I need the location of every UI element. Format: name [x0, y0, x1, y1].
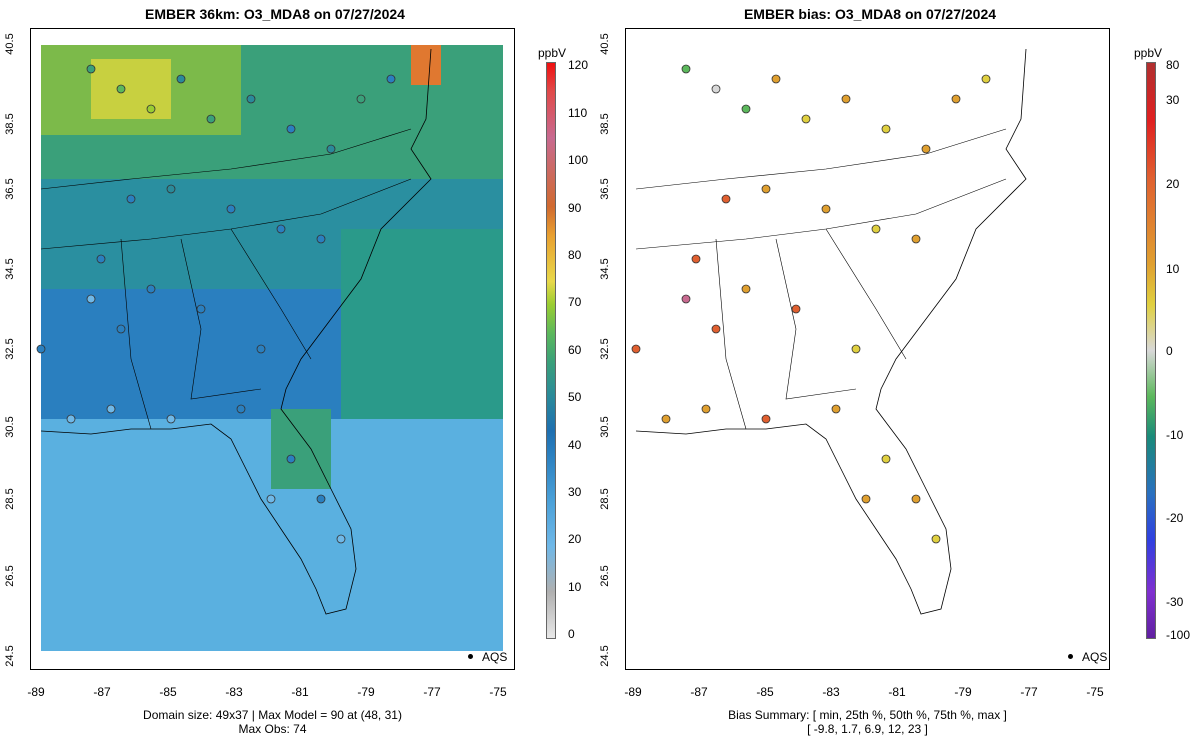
monitor-dots: [36, 64, 396, 544]
colorbar-label: 0: [1166, 344, 1173, 358]
ytick: 24.5: [599, 645, 611, 667]
ytick: 34.5: [599, 258, 611, 280]
colorbar-label: 80: [568, 248, 582, 262]
colorbar-label: 50: [568, 390, 582, 404]
right-map: [631, 48, 1027, 615]
state-border: [40, 128, 412, 190]
left-map-frame: [30, 28, 515, 670]
left-colorbar-unit: ppbV: [538, 46, 567, 60]
coastline: [40, 48, 432, 615]
xtick: -75: [1086, 685, 1104, 699]
ytick: 26.5: [599, 565, 611, 587]
xtick: -79: [954, 685, 972, 699]
colorbar-label: 40: [568, 438, 582, 452]
colorbar-label: -10: [1166, 428, 1184, 442]
xtick: -77: [423, 685, 441, 699]
xtick: -87: [690, 685, 708, 699]
left-aqs-label: AQS: [482, 650, 508, 664]
colorbar-label: 70: [568, 295, 582, 309]
ytick: 24.5: [4, 645, 16, 667]
ytick: 28.5: [4, 488, 16, 510]
state-border: [775, 238, 857, 400]
left-panel-title: EMBER 36km: O3_MDA8 on 07/27/2024: [145, 6, 405, 22]
ytick: 32.5: [599, 338, 611, 360]
ytick: 36.5: [599, 178, 611, 200]
xtick: -83: [225, 685, 243, 699]
right-map-frame: [625, 28, 1110, 670]
left-footer-line1: Domain size: 49x37 | Max Model = 90 at (…: [143, 708, 402, 722]
ytick: 32.5: [4, 338, 16, 360]
ytick: 40.5: [4, 33, 16, 55]
right-aqs-dot: [1068, 654, 1073, 659]
left-map: [36, 45, 503, 651]
colorbar-label: 30: [1166, 93, 1180, 107]
right-colorbar-unit: ppbV: [1134, 46, 1163, 60]
xtick: -81: [291, 685, 309, 699]
ytick: 34.5: [4, 258, 16, 280]
xtick: -75: [489, 685, 507, 699]
ytick: 26.5: [4, 565, 16, 587]
colorbar-label: 60: [568, 343, 582, 357]
colorbar-label: 20: [1166, 177, 1180, 191]
ytick: 38.5: [4, 113, 16, 135]
ytick: 30.5: [599, 416, 611, 438]
coastline: [635, 48, 1027, 615]
colorbar-label: 10: [1166, 262, 1180, 276]
xtick: -79: [357, 685, 375, 699]
colorbar-label: -20: [1166, 511, 1184, 525]
colorbar-label: -100: [1166, 628, 1191, 642]
state-border: [825, 228, 907, 360]
ytick: 40.5: [599, 33, 611, 55]
colorbar-label: 30: [568, 485, 582, 499]
colorbar-label: -30: [1166, 595, 1184, 609]
left-colorbar: [546, 62, 556, 639]
colorbar-label: 110: [568, 106, 588, 120]
colorbar-label: 80: [1166, 58, 1180, 72]
left-aqs-dot: [468, 654, 473, 659]
xtick: -89: [624, 685, 642, 699]
state-border: [635, 128, 1007, 190]
right-aqs-label: AQS: [1082, 650, 1108, 664]
bias-dots: [631, 64, 991, 544]
colorbar-label: 90: [568, 201, 582, 215]
state-border: [180, 238, 262, 400]
colorbar-label: 100: [568, 153, 589, 167]
state-border: [230, 228, 312, 360]
colorbar-label: 10: [568, 580, 582, 594]
state-border: [715, 238, 747, 430]
xtick: -77: [1020, 685, 1038, 699]
xtick: -85: [756, 685, 774, 699]
ytick: 30.5: [4, 416, 16, 438]
ytick: 36.5: [4, 178, 16, 200]
xtick: -81: [888, 685, 906, 699]
right-panel-title: EMBER bias: O3_MDA8 on 07/27/2024: [743, 6, 997, 22]
right-footer-line1: Bias Summary: [ min, 25th %, 50th %, 75t…: [728, 708, 1007, 722]
right-colorbar: [1146, 62, 1156, 639]
colorbar-label: 0: [568, 627, 575, 641]
xtick: -89: [27, 685, 45, 699]
xtick: -85: [159, 685, 177, 699]
xtick: -83: [822, 685, 840, 699]
state-border: [120, 238, 152, 430]
ytick: 38.5: [599, 113, 611, 135]
colorbar-label: 120: [568, 58, 589, 72]
ytick: 28.5: [599, 488, 611, 510]
left-footer-line2: Max Obs: 74: [238, 722, 307, 736]
right-footer-line2: [ -9.8, 1.7, 6.9, 12, 23 ]: [807, 722, 928, 736]
colorbar-label: 20: [568, 532, 582, 546]
xtick: -87: [93, 685, 111, 699]
state-border: [635, 178, 1007, 250]
